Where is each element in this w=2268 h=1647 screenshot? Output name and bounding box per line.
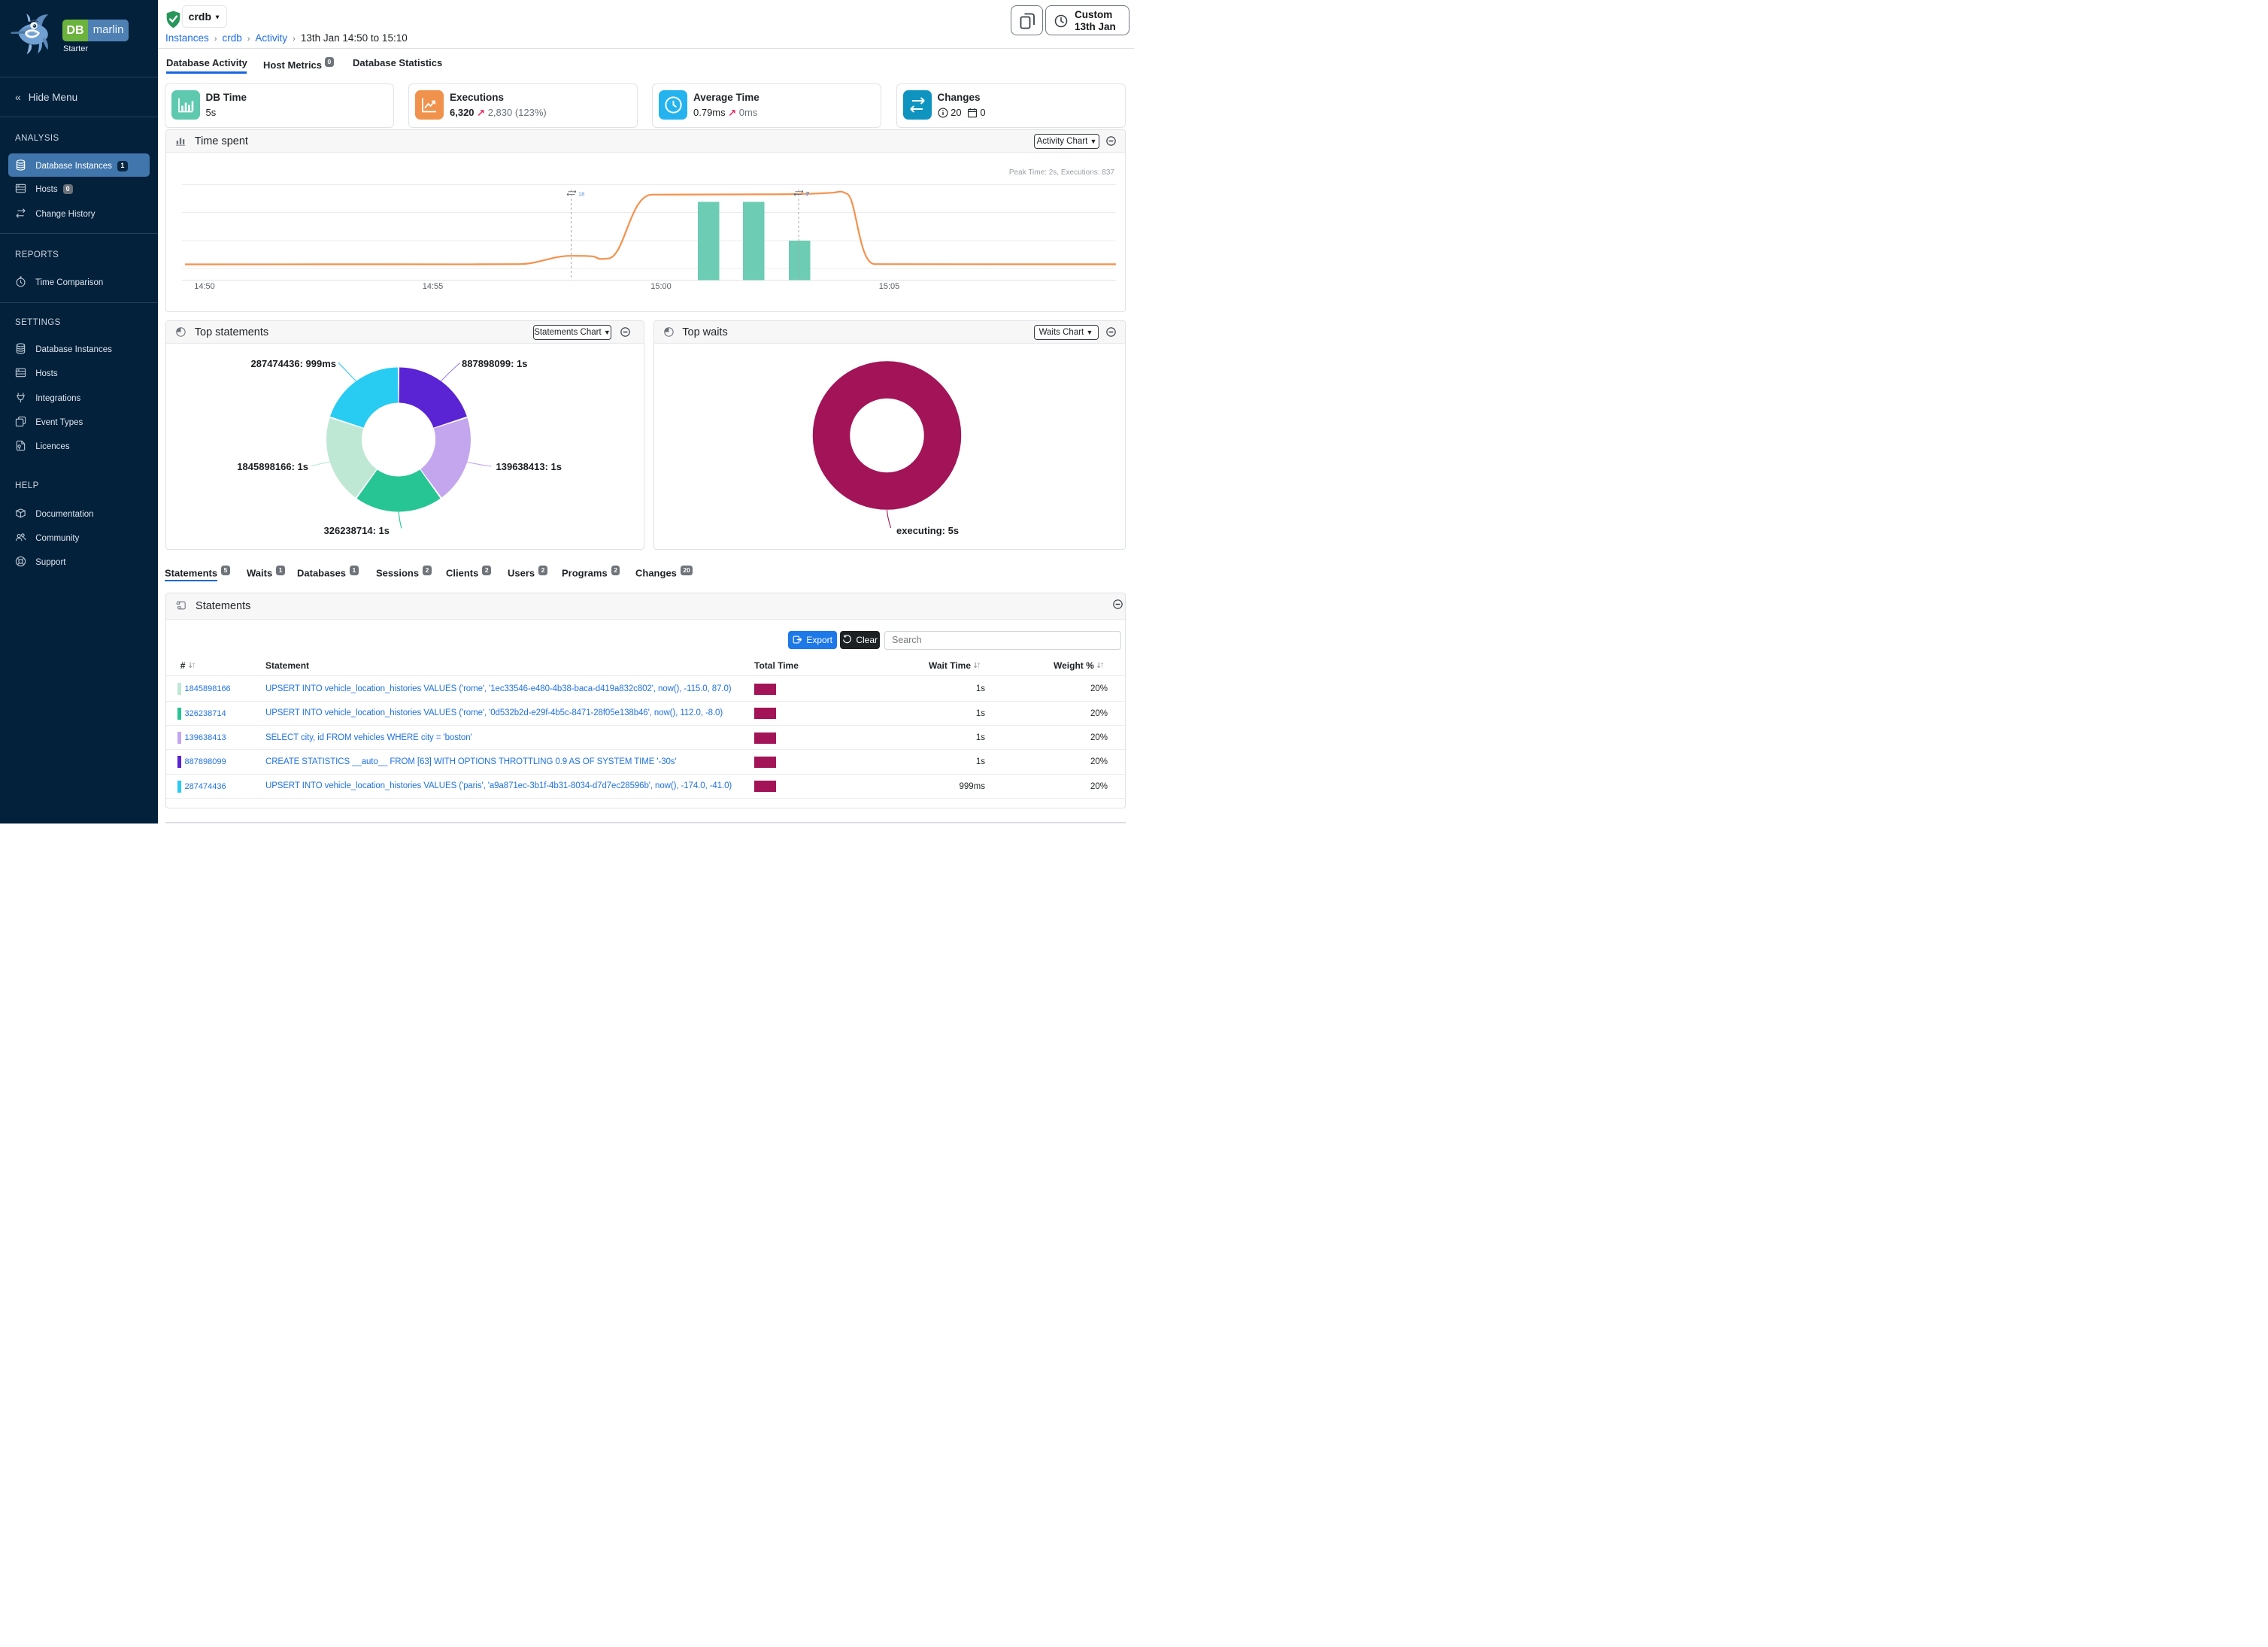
svg-text:7: 7 (805, 191, 808, 198)
svg-text:7: 7 (806, 191, 810, 198)
svg-text:18: 18 (578, 191, 584, 198)
